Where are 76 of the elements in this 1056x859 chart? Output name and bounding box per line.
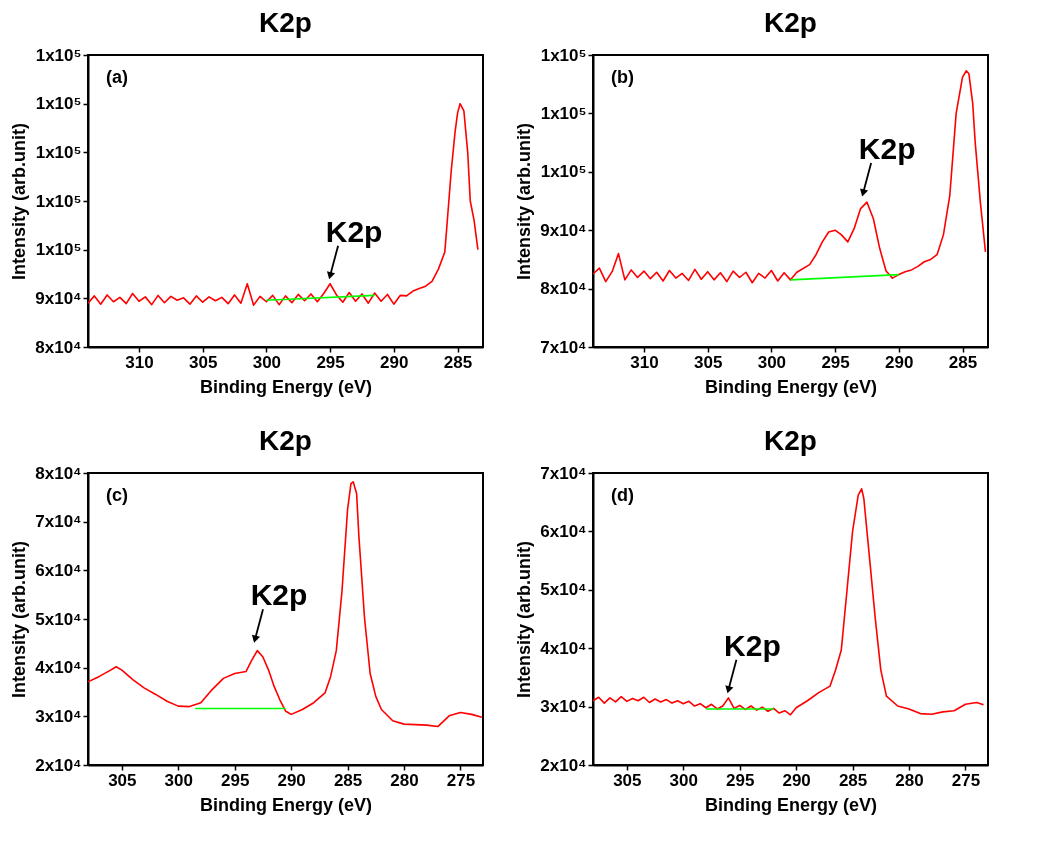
- x-tick-label: 290: [277, 770, 306, 790]
- x-tick-label: 295: [221, 770, 250, 790]
- chart-title: K2p: [259, 7, 312, 38]
- x-tick-label: 285: [333, 770, 363, 790]
- y-tick-label: 6x10⁴: [540, 521, 587, 541]
- y-tick-label: 8x10⁴: [35, 337, 82, 357]
- x-tick-label: 300: [669, 770, 698, 790]
- y-tick-label: 7x10⁴: [540, 463, 587, 483]
- y-axis-title: Intensity (arb.unit): [514, 541, 535, 698]
- y-tick-label: 8x10⁴: [35, 463, 82, 483]
- y-tick-label: 4x10⁴: [540, 638, 587, 658]
- annotation: (d): [611, 485, 634, 505]
- y-tick-label: 1x10⁵: [35, 240, 82, 260]
- y-tick-label: 8x10⁴: [540, 279, 587, 299]
- y-tick-label: 3x10⁴: [35, 706, 82, 726]
- y-axis-title: Intensity (arb.unit): [9, 123, 30, 280]
- y-axis-title: Intensity (arb.unit): [514, 123, 535, 280]
- y-tick-label: 6x10⁴: [35, 560, 82, 580]
- y-tick-label: 7x10⁴: [540, 337, 587, 357]
- annotation: (b): [611, 67, 634, 87]
- y-tick-label: 1x10⁵: [35, 45, 82, 65]
- x-tick-label: 305: [693, 352, 723, 372]
- line-series: [593, 69, 987, 284]
- x-tick-label: 310: [125, 352, 154, 372]
- x-tick-label: 280: [390, 770, 419, 790]
- y-tick-label: 9x10⁴: [540, 220, 587, 240]
- x-tick-label: 295: [726, 770, 755, 790]
- annotation: (a): [106, 67, 128, 87]
- chart-title: K2p: [764, 425, 817, 456]
- x-tick-label: 275: [446, 770, 476, 790]
- y-tick-label: 9x10⁴: [35, 288, 82, 308]
- line-series: [593, 487, 985, 716]
- y-tick-label: 5x10⁴: [35, 609, 82, 629]
- x-tick-label: 305: [613, 770, 642, 790]
- x-tick-label: 290: [782, 770, 811, 790]
- x-tick-label: 285: [443, 352, 473, 372]
- y-tick-label: 2x10⁴: [35, 755, 82, 775]
- y-tick-label: 5x10⁴: [540, 580, 587, 600]
- x-tick-label: 285: [948, 352, 978, 372]
- annotation: K2p: [250, 578, 308, 612]
- x-tick-label: 295: [316, 352, 345, 372]
- line-series: [88, 102, 479, 306]
- x-axis-title: Binding Energy (eV): [199, 376, 373, 397]
- line-series: [88, 480, 483, 728]
- x-tick-label: 300: [164, 770, 193, 790]
- y-tick-label: 1x10⁵: [35, 142, 82, 162]
- x-tick-label: 310: [630, 352, 659, 372]
- annotation: K2p: [858, 132, 916, 165]
- annotation: K2p: [325, 214, 383, 248]
- x-tick-label: 290: [380, 352, 409, 372]
- x-tick-label: 275: [951, 770, 981, 790]
- y-tick-label: 1x10⁵: [540, 103, 587, 123]
- x-tick-label: 300: [252, 352, 282, 372]
- y-tick-label: 1x10⁵: [35, 191, 82, 211]
- annotation: (c): [106, 485, 128, 505]
- x-axis-title: Binding Energy (eV): [704, 794, 878, 815]
- y-tick-label: 3x10⁴: [540, 697, 587, 717]
- y-tick-label: 2x10⁴: [540, 755, 587, 775]
- y-tick-label: 1x10⁵: [35, 94, 82, 114]
- x-tick-label: 305: [188, 352, 218, 372]
- x-axis-title: Binding Energy (eV): [199, 794, 373, 815]
- x-tick-label: 290: [885, 352, 914, 372]
- chart-title: K2p: [259, 425, 312, 456]
- chart-title: K2p: [764, 7, 817, 38]
- y-axis-title: Intensity (arb.unit): [9, 541, 30, 698]
- x-tick-label: 305: [108, 770, 137, 790]
- x-tick-label: 285: [838, 770, 868, 790]
- annotation: K2p: [724, 628, 781, 662]
- y-tick-label: 1x10⁵: [540, 45, 587, 65]
- x-axis-title: Binding Energy (eV): [704, 376, 878, 397]
- x-tick-label: 300: [757, 352, 787, 372]
- x-tick-label: 295: [821, 352, 850, 372]
- y-tick-label: 4x10⁴: [35, 658, 82, 678]
- y-tick-label: 7x10⁴: [35, 512, 82, 532]
- x-tick-label: 280: [895, 770, 924, 790]
- y-tick-label: 1x10⁵: [540, 162, 587, 182]
